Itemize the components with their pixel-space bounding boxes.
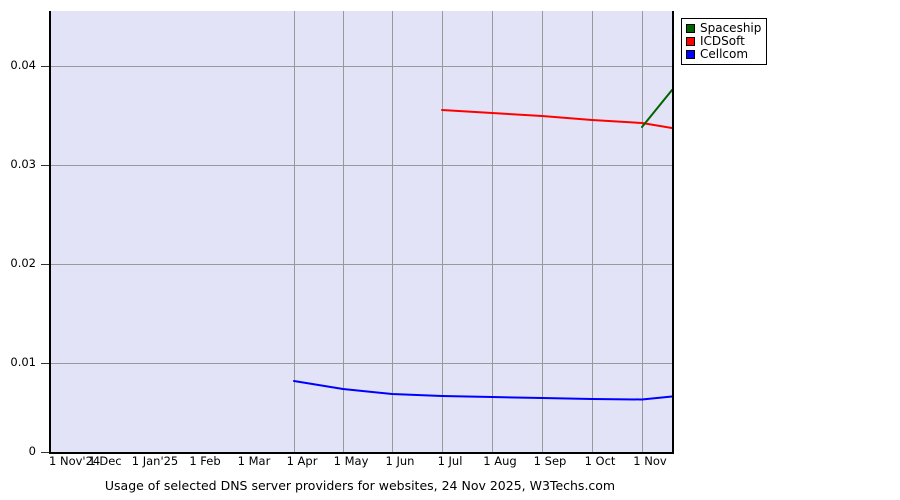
x-tick-label-2: 1 Jan'25 — [131, 454, 179, 468]
x-axis: 1 Nov'24 1 Dec 1 Jan'25 1 Feb 1 Mar 1 Ap… — [0, 455, 900, 475]
legend-label-cellcom: Cellcom — [700, 47, 749, 61]
legend-swatch-icon-icdsoft — [686, 37, 695, 46]
y-tick-label-1: 0.01 — [10, 355, 36, 369]
x-tick-label-6: 1 May — [333, 454, 369, 468]
x-tick-label-3: 1 Feb — [189, 454, 221, 468]
legend-item-cellcom[interactable]: Cellcom — [686, 48, 761, 61]
y-tick-mark-0 — [41, 452, 49, 453]
x-tick-label-5: 1 Apr — [286, 454, 318, 468]
y-tick-mark-3 — [41, 165, 49, 166]
x-tick-label-12: 1 Nov — [633, 454, 667, 468]
legend-swatch-icon-cellcom — [686, 50, 695, 59]
series-line-cellcom — [293, 380, 672, 401]
legend-label-spaceship: Spaceship — [700, 21, 762, 35]
x-tick-label-7: 1 Jun — [385, 454, 415, 468]
horizontal-gridlines — [51, 66, 672, 364]
legend-item-icdsoft[interactable]: ICDSoft — [686, 35, 761, 48]
legend-label-icdsoft: ICDSoft — [700, 34, 745, 48]
vertical-gridlines — [294, 11, 643, 452]
legend-swatch-icon-spaceship — [686, 24, 695, 33]
y-tick-label-4: 0.04 — [10, 58, 36, 72]
chart-caption: Usage of selected DNS server providers f… — [104, 478, 616, 493]
x-tick-label-4: 1 Mar — [237, 454, 271, 468]
y-tick-mark-4 — [41, 66, 49, 67]
x-tick-label-0: 1 Nov'24 — [49, 454, 101, 468]
y-tick-label-2: 0.02 — [10, 256, 36, 270]
plot-area — [49, 11, 674, 454]
y-tick-label-3: 0.03 — [10, 157, 36, 171]
x-tick-label-11: 1 Oct — [584, 454, 616, 468]
series-line-spaceship — [641, 89, 672, 128]
series-line-icdsoft — [441, 109, 672, 129]
legend-item-spaceship[interactable]: Spaceship — [686, 22, 761, 35]
y-tick-mark-2 — [41, 264, 49, 265]
y-tick-label-0: 0 — [28, 444, 36, 458]
x-tick-label-10: 1 Sep — [533, 454, 567, 468]
y-axis: 0 0.01 0.02 0.03 0.04 — [0, 0, 49, 463]
x-tick-label-8: 1 Jul — [437, 454, 463, 468]
chart-legend: Spaceship ICDSoft Cellcom — [681, 18, 768, 65]
x-tick-label-9: 1 Aug — [483, 454, 517, 468]
plot-canvas — [51, 11, 672, 452]
y-tick-mark-1 — [41, 363, 49, 364]
x-tick-label-1: 1 Dec — [88, 454, 122, 468]
